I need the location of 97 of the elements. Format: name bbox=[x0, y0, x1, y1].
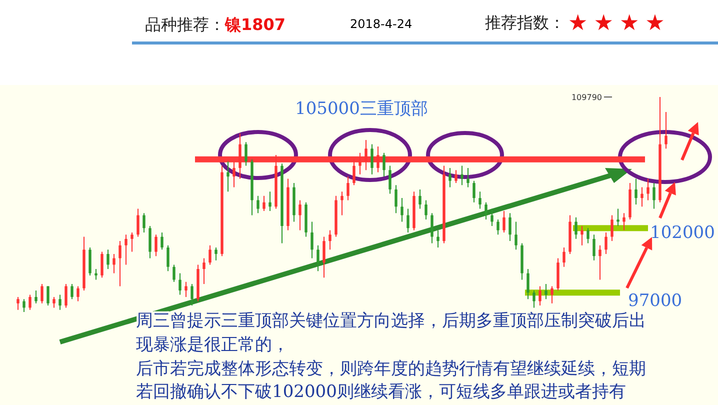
candlestick bbox=[124, 234, 128, 266]
candlestick bbox=[172, 264, 176, 282]
candlestick bbox=[388, 165, 392, 194]
candlestick bbox=[586, 228, 590, 244]
candlestick bbox=[214, 247, 218, 261]
candlestick bbox=[646, 178, 650, 201]
chart-subtitle: 2018-4-24 bbox=[350, 17, 412, 31]
candlestick bbox=[40, 284, 44, 304]
text: 推荐指数： bbox=[485, 13, 565, 32]
candlestick bbox=[514, 221, 518, 250]
candlestick bbox=[100, 251, 104, 278]
candlestick bbox=[142, 212, 146, 233]
candlestick bbox=[184, 281, 188, 298]
candlestick bbox=[148, 226, 152, 259]
candlestick bbox=[532, 290, 536, 308]
candlestick bbox=[460, 165, 464, 186]
candlestick bbox=[640, 186, 644, 208]
candlestick bbox=[580, 226, 584, 246]
candlestick bbox=[76, 286, 80, 302]
candlestick bbox=[268, 191, 272, 212]
candlestick bbox=[208, 244, 212, 266]
candlestick bbox=[298, 200, 302, 231]
candlestick bbox=[496, 219, 500, 236]
candlestick bbox=[394, 184, 398, 214]
candlestick bbox=[616, 208, 620, 226]
candlestick bbox=[664, 112, 668, 150]
candlestick bbox=[610, 214, 614, 242]
candlestick bbox=[418, 188, 422, 210]
candlestick bbox=[400, 198, 404, 222]
chart-title: 品种推荐：镍1807 bbox=[145, 15, 286, 34]
candlestick bbox=[166, 244, 170, 272]
candlestick bbox=[436, 230, 440, 248]
text: 现暴涨是很正常的， bbox=[136, 335, 289, 355]
candlestick bbox=[592, 234, 596, 261]
candlestick bbox=[484, 202, 488, 220]
candlestick bbox=[526, 268, 530, 300]
candlestick bbox=[490, 208, 494, 226]
candlestick bbox=[346, 176, 350, 201]
candlestick bbox=[28, 294, 32, 310]
candlestick bbox=[340, 191, 344, 216]
candlestick bbox=[634, 178, 638, 205]
text: ★★★★ bbox=[568, 11, 671, 36]
annotation: 102000 bbox=[650, 223, 715, 243]
candlestick bbox=[448, 167, 452, 188]
candlestick bbox=[604, 232, 608, 254]
candlestick bbox=[454, 170, 458, 184]
candlestick bbox=[94, 268, 98, 280]
candlestick bbox=[562, 247, 566, 268]
candlestick bbox=[154, 234, 158, 257]
candlestick bbox=[34, 290, 38, 304]
candlestick bbox=[178, 272, 182, 296]
candlestick bbox=[406, 208, 410, 233]
candlestick bbox=[574, 216, 578, 240]
candlestick bbox=[430, 212, 434, 244]
candlestick bbox=[550, 286, 554, 304]
candlestick bbox=[328, 230, 332, 250]
candlestick bbox=[544, 284, 548, 300]
annotation: 97000 bbox=[628, 291, 682, 311]
candlestick bbox=[46, 286, 50, 306]
candlestick bbox=[160, 232, 164, 250]
candlestick bbox=[502, 210, 506, 233]
candlestick bbox=[202, 258, 206, 285]
candlestick bbox=[88, 247, 92, 276]
candlestick bbox=[16, 296, 20, 310]
candlestick bbox=[466, 167, 470, 188]
candlestick bbox=[118, 240, 122, 287]
candlestick bbox=[112, 253, 116, 274]
candlestick bbox=[52, 296, 56, 308]
candlestick bbox=[262, 195, 266, 212]
candlestick bbox=[64, 284, 68, 308]
candlestick bbox=[226, 161, 230, 192]
candlestick bbox=[106, 249, 110, 270]
candlestick bbox=[382, 152, 386, 178]
annotation: 105000三重顶部 bbox=[295, 99, 428, 119]
candlestick bbox=[316, 244, 320, 272]
candlestick bbox=[190, 284, 194, 306]
candlestick bbox=[322, 236, 326, 278]
candlestick bbox=[70, 284, 74, 300]
candlestick bbox=[130, 232, 134, 252]
text: 若回撤确认不下破102000则继续看涨，可短线多单跟进或者持有 bbox=[136, 382, 626, 402]
candlestick bbox=[478, 191, 482, 210]
candlestick bbox=[244, 142, 248, 166]
candlestick bbox=[370, 144, 374, 175]
candlestick bbox=[58, 294, 62, 310]
candlestick bbox=[256, 195, 260, 214]
candlestick bbox=[310, 221, 314, 259]
candlestick bbox=[472, 180, 476, 203]
candlestick bbox=[508, 212, 512, 242]
text: 后市若完成整体形态转变，则跨年度的趋势行情有望继续延续，短期 bbox=[136, 359, 646, 379]
candlestick bbox=[622, 212, 626, 231]
annotation: 109790 bbox=[571, 93, 602, 102]
candlestick bbox=[538, 286, 542, 306]
candlestick bbox=[598, 244, 602, 280]
candlestick bbox=[424, 200, 428, 220]
candlestick bbox=[652, 182, 656, 210]
candlestick bbox=[136, 208, 140, 238]
candlestick bbox=[22, 298, 26, 312]
